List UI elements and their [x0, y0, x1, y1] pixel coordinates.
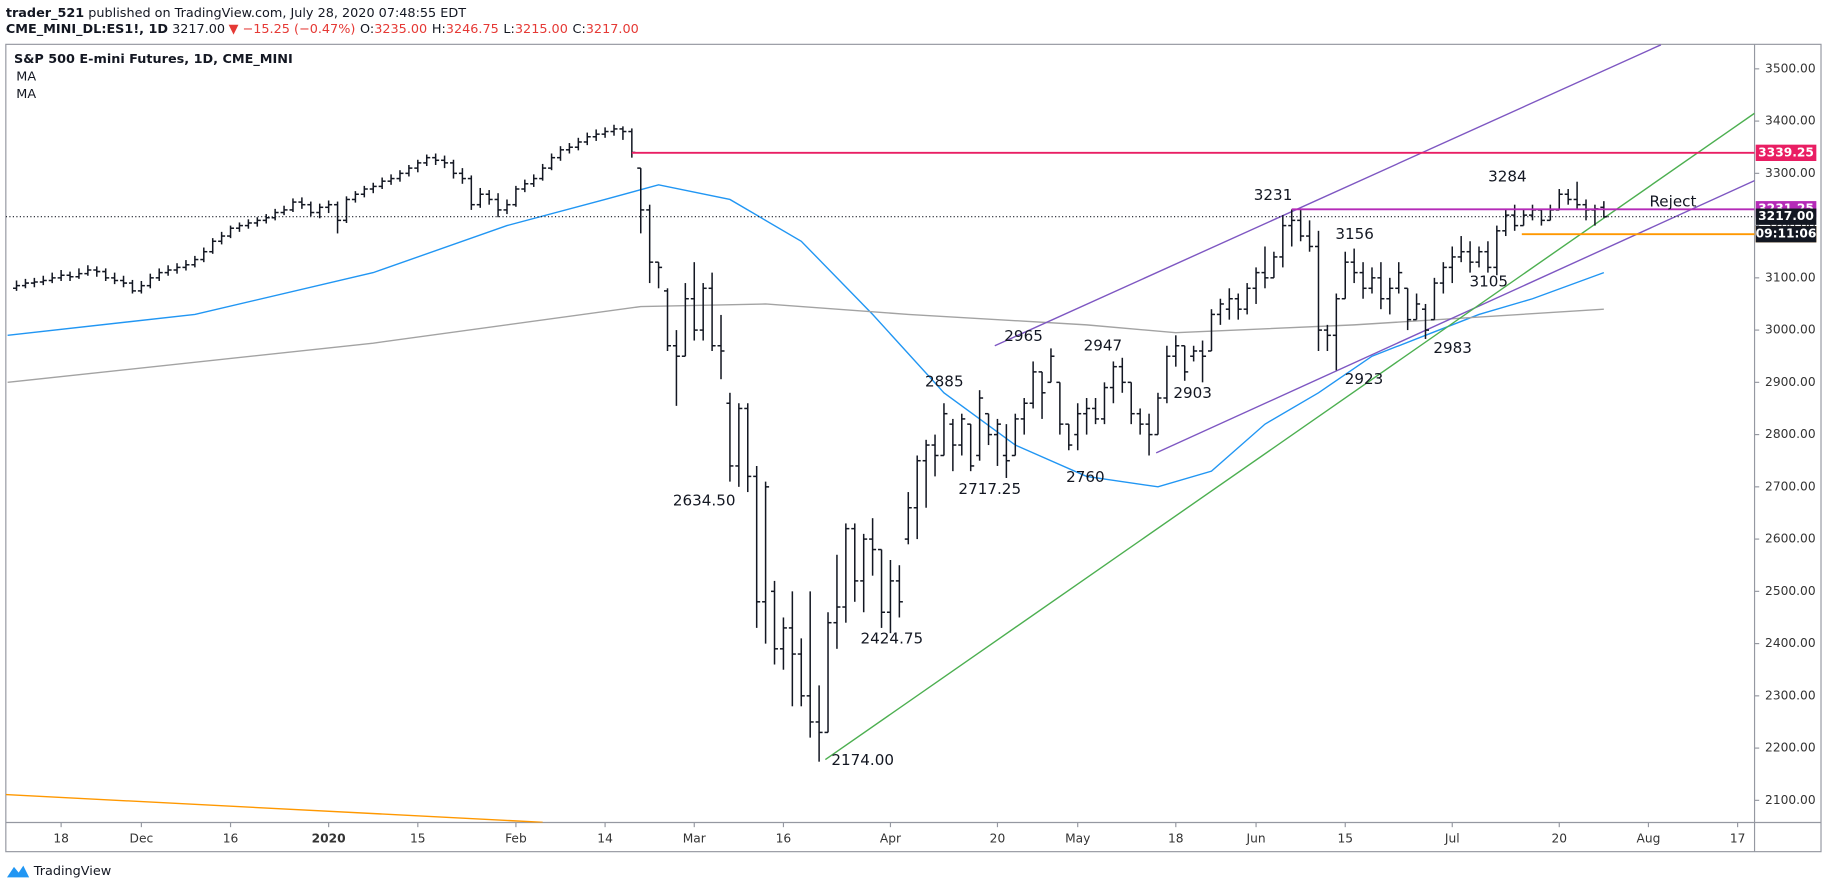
last-price-box: [1755, 208, 1817, 225]
level-box: [1755, 144, 1817, 161]
ohlc-label: C:: [573, 22, 586, 37]
annotation: 2717.25: [958, 480, 1021, 498]
y-tick-label: 2400.00: [1765, 636, 1816, 650]
trend-line: [5, 793, 543, 823]
chart-frame: [5, 43, 1822, 853]
annotation: 3105: [1469, 273, 1508, 291]
trend-line: [824, 112, 1755, 761]
countdown-box: [1755, 226, 1817, 243]
x-tick-label: Aug: [1636, 831, 1660, 845]
ohlc-label: L:: [503, 22, 514, 37]
ohlc: O:3235.00 H:3246.75 L:3215.00 C:3217.00: [360, 22, 639, 37]
header-line: trader_521 published on TradingView.com,…: [6, 5, 466, 20]
symbol: CME_MINI_DL:ES1!, 1D: [6, 22, 168, 37]
x-tick-label: Mar: [683, 831, 707, 845]
annotation: 2947: [1084, 337, 1123, 355]
y-tick-label: 2800.00: [1765, 427, 1816, 441]
annotation: 2983: [1433, 339, 1472, 357]
published: published on TradingView.com, July 28, 2…: [88, 5, 466, 20]
x-tick-label: 16: [776, 831, 792, 845]
y-tick-label: 2500.00: [1765, 584, 1816, 598]
annotation: 2903: [1173, 384, 1212, 402]
moving-average: [7, 303, 1604, 384]
x-tick-label: Jul: [1444, 831, 1460, 845]
x-tick-label: 14: [597, 831, 613, 845]
y-tick-label: 2100.00: [1765, 793, 1816, 807]
x-tick-label: 18: [53, 831, 69, 845]
trend-line: [1155, 180, 1755, 454]
footer-logo: TradingView: [6, 864, 111, 879]
y-tick-label: 3400.00: [1765, 114, 1816, 128]
plot-area: [5, 44, 1755, 823]
annotation: Reject: [1649, 192, 1696, 210]
legend-entry: MA: [16, 69, 36, 84]
x-tick-label: 16: [223, 831, 239, 845]
y-tick-label: 2300.00: [1765, 688, 1816, 702]
chart-title: S&P 500 E-mini Futures, 1D, CME_MINI: [14, 52, 293, 67]
annotation: 2424.75: [861, 629, 924, 647]
annotation: 2923: [1345, 370, 1384, 388]
x-tick-label: 20: [1551, 831, 1567, 845]
change: ▼ −15.25 (−0.47%): [229, 22, 356, 37]
y-tick-label: 3300.00: [1765, 166, 1816, 180]
x-tick-label: 15: [410, 831, 426, 845]
x-tick-label: Feb: [505, 831, 527, 845]
last-price-label: 3217.00: [1758, 209, 1814, 223]
x-tick-label: May: [1065, 831, 1090, 845]
ohlc-value: 3217.00: [586, 22, 639, 37]
countdown: 09:11:06: [1756, 227, 1817, 241]
x-tick-label: Jun: [1246, 831, 1266, 845]
x-tick-label: 15: [1337, 831, 1353, 845]
y-tick-label: 3500.00: [1765, 61, 1816, 75]
annotation: 2885: [925, 373, 964, 391]
ohlc-label: O:: [360, 22, 374, 37]
x-tick-label: Apr: [880, 831, 902, 845]
trend-line: [994, 44, 1662, 347]
annotation: 2634.50: [673, 492, 736, 510]
author: trader_521: [6, 5, 84, 20]
ohlc-label: H:: [432, 22, 446, 37]
level-label: 3339.25: [1758, 145, 1814, 159]
footer-brand: TradingView: [33, 864, 111, 879]
y-tick-label: 2900.00: [1765, 375, 1816, 389]
y-tick-label: 3000.00: [1765, 323, 1816, 337]
ohlc-value: 3235.00: [374, 22, 427, 37]
annotation: 2174.00: [831, 751, 894, 769]
axes: 2100.00 2200.00 2300.00 2400.00 2500.00 2600.…: [53, 61, 1816, 845]
x-tick-label: 17: [1730, 831, 1746, 845]
annotation: 3156: [1335, 225, 1374, 243]
annotation: 3231: [1254, 186, 1293, 204]
x-tick-label: 2020: [312, 831, 346, 845]
y-tick-label: 2600.00: [1765, 532, 1816, 546]
last-price: 3217.00: [172, 22, 225, 37]
legend-entry: MA: [16, 87, 36, 102]
x-tick-label: 18: [1168, 831, 1184, 845]
x-tick-label: 20: [990, 831, 1006, 845]
annotation: 2965: [1004, 327, 1043, 345]
symbol-line: CME_MINI_DL:ES1!, 1D 3217.00 ▼ −15.25 (−0…: [6, 22, 639, 37]
x-tick-label: Dec: [130, 831, 154, 845]
y-tick-label: 2700.00: [1765, 479, 1816, 493]
y-tick-label: 3100.00: [1765, 270, 1816, 284]
annotation: 2760: [1066, 468, 1105, 486]
ohlc-value: 3246.75: [446, 22, 499, 37]
annotation: 3284: [1488, 168, 1527, 186]
ohlc-value: 3215.00: [515, 22, 568, 37]
y-tick-label: 2200.00: [1765, 741, 1816, 755]
